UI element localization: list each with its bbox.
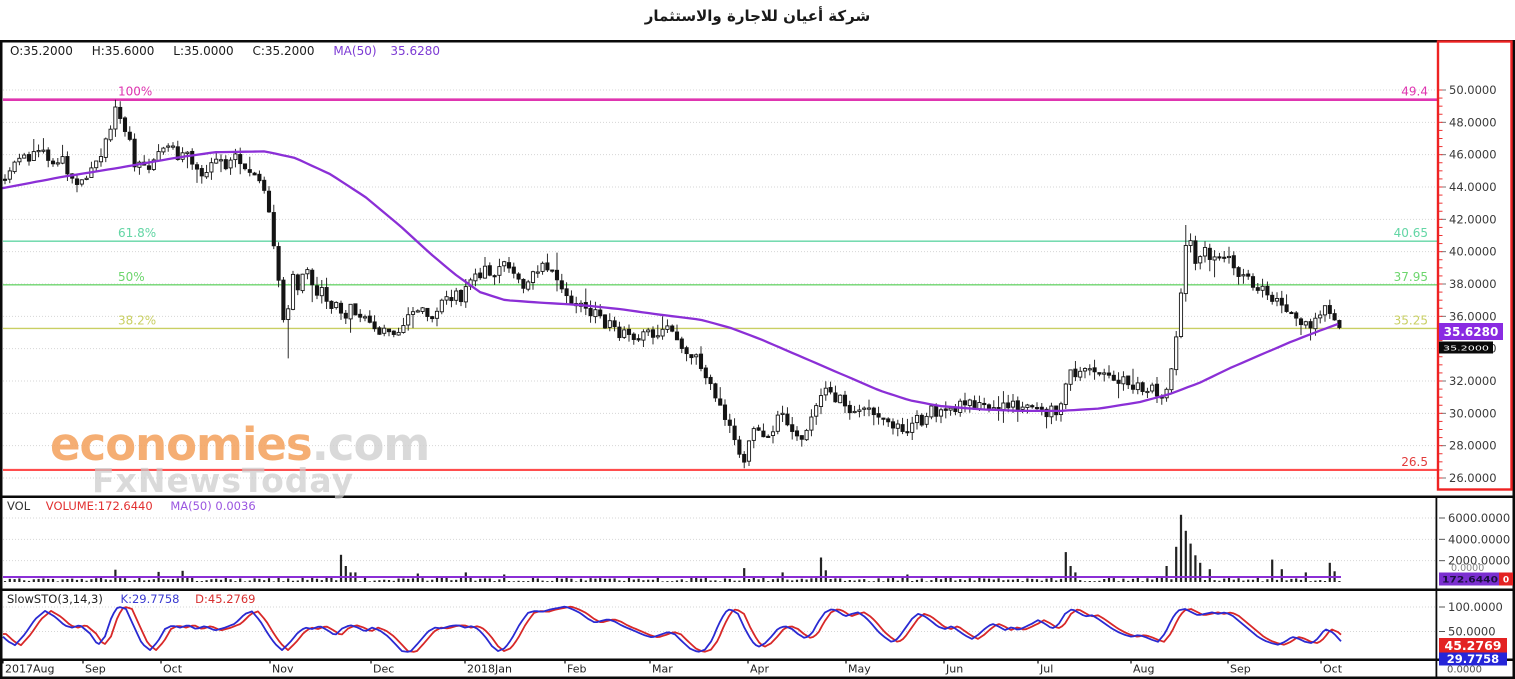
month-label: Mar bbox=[652, 663, 673, 676]
month-label: Apr bbox=[750, 663, 770, 676]
low-value: L:35.0000 bbox=[173, 44, 234, 58]
month-label: Dec bbox=[373, 663, 394, 676]
price-ma-badge bbox=[1439, 323, 1503, 340]
volume-value-badge bbox=[1499, 572, 1513, 586]
fibonacci-levels: 100% 49.4 61.8% 40.65 50% 37.95 38.2% 35.25 26.5 bbox=[3, 85, 1437, 472]
price-tick-label: 26.0000 bbox=[1449, 471, 1497, 485]
fib-label: 61.8% bbox=[118, 226, 156, 240]
price-tick-label: 46.0000 bbox=[1449, 148, 1497, 162]
month-label: Jul bbox=[1039, 663, 1053, 676]
price-axis-red-box bbox=[1436, 40, 1513, 491]
fib-value: 40.65 bbox=[1394, 226, 1428, 240]
month-label: Oct bbox=[163, 663, 183, 676]
fib-label: 100% bbox=[118, 85, 152, 99]
price-tick-label: 30.0000 bbox=[1449, 406, 1497, 420]
month-label: May bbox=[848, 663, 871, 676]
x-axis: 2017Aug Sep Oct Nov Dec 2018Jan Feb Mar Apr May Ju… bbox=[2, 659, 1343, 676]
month-label: Nov bbox=[272, 663, 294, 676]
volume-value: VOLUME:172.6440 bbox=[45, 499, 153, 513]
stochastic-header: SlowSTO(3,14,3) K:29.7758 D:45.2769 bbox=[7, 592, 255, 606]
stochastic-k-value: K:29.7758 bbox=[120, 592, 180, 606]
y-axis: 50.0000 48.0000 46.0000 44.0000 42.0000 40.00… bbox=[1438, 83, 1510, 639]
volume-tick-label: 2000.0000 bbox=[1448, 554, 1510, 568]
d-line bbox=[3, 605, 1342, 653]
chart-title: شركة أعيان للاجارة والاستثمار bbox=[644, 7, 871, 25]
price-tick-label: 44.0000 bbox=[1449, 180, 1497, 194]
month-label: Oct bbox=[1323, 663, 1343, 676]
price-tick-label: 48.0000 bbox=[1449, 115, 1497, 129]
stoch-zero-label: 0.0000 bbox=[1447, 665, 1482, 676]
fib-value: 35.25 bbox=[1394, 313, 1428, 327]
stochastic-pane-label: SlowSTO(3,14,3) bbox=[7, 592, 103, 606]
price-tick-label: 32.0000 bbox=[1449, 374, 1497, 388]
volume-zero-label: 0.0000 bbox=[1451, 563, 1484, 574]
stoch-k-badge bbox=[1439, 652, 1507, 666]
month-label: 2018Jan bbox=[467, 663, 512, 676]
stoch-k-badge-value: 29.7758 bbox=[1447, 652, 1499, 666]
candlesticks bbox=[2, 99, 1342, 469]
month-label: Feb bbox=[567, 663, 586, 676]
stochastic-d-value: D:45.2769 bbox=[195, 592, 256, 606]
gridlines bbox=[3, 89, 1437, 632]
price-tick-label: 36.0000 bbox=[1449, 309, 1497, 323]
volume-pane-label: VOL bbox=[7, 499, 31, 513]
month-label: Jun bbox=[945, 663, 963, 676]
support-value: 26.5 bbox=[1401, 455, 1428, 469]
stochastic-lines bbox=[2, 605, 1342, 653]
high-value: H:35.6000 bbox=[91, 44, 155, 58]
stoch-tick-label: 100.0000 bbox=[1448, 600, 1503, 614]
month-label: Aug bbox=[1133, 663, 1154, 676]
price-tick-label: 50.0000 bbox=[1449, 83, 1497, 97]
price-ma-badge-value: 35.6280 bbox=[1444, 325, 1499, 339]
fib-label: 50% bbox=[118, 270, 145, 284]
price-tick-label: 28.0000 bbox=[1449, 439, 1497, 453]
close-value: C:35.2000 bbox=[252, 44, 315, 58]
ma-label: MA(50) bbox=[333, 44, 377, 58]
pane-borders bbox=[0, 40, 1515, 679]
volume-tick-label: 6000.0000 bbox=[1448, 511, 1510, 525]
ma50-line bbox=[0, 150, 1339, 413]
price-last-badge-value: 35.2000 bbox=[1443, 345, 1489, 353]
k-line bbox=[2, 605, 1342, 653]
price-last-badge bbox=[1439, 341, 1493, 354]
fib-value: 49.4 bbox=[1401, 85, 1428, 99]
stoch-d-badge bbox=[1439, 638, 1507, 653]
volume-header: VOL VOLUME:172.6440 MA(50) 0.0036 bbox=[7, 499, 256, 513]
month-label: 2017Aug bbox=[5, 663, 54, 676]
stoch-d-badge-value: 45.2769 bbox=[1445, 638, 1502, 653]
fib-value: 37.95 bbox=[1394, 270, 1428, 284]
volume-ma-badge-value: 172.6440 bbox=[1442, 576, 1498, 586]
ohlc-header: O:35.2000 H:35.6000 L:35.0000 C:35.2000 … bbox=[10, 44, 450, 58]
volume-ma-value: MA(50) 0.0036 bbox=[170, 499, 256, 513]
month-label: Sep bbox=[1230, 663, 1251, 676]
open-value: O:35.2000 bbox=[10, 44, 73, 58]
price-tick-label: 40.0000 bbox=[1449, 245, 1497, 259]
stoch-tick-label: 50.0000 bbox=[1448, 625, 1496, 639]
volume-tick-label: 4000.0000 bbox=[1448, 532, 1510, 546]
volume-value-badge-text: 0 bbox=[1503, 576, 1509, 586]
price-tick-label: 42.0000 bbox=[1449, 212, 1497, 226]
month-label: Sep bbox=[85, 663, 106, 676]
fib-label: 38.2% bbox=[118, 313, 156, 327]
volume-bars bbox=[3, 514, 1341, 582]
volume-ma-badge bbox=[1439, 572, 1501, 586]
ma-value: 35.6280 bbox=[390, 44, 440, 58]
price-tick-label: 38.0000 bbox=[1449, 277, 1497, 291]
